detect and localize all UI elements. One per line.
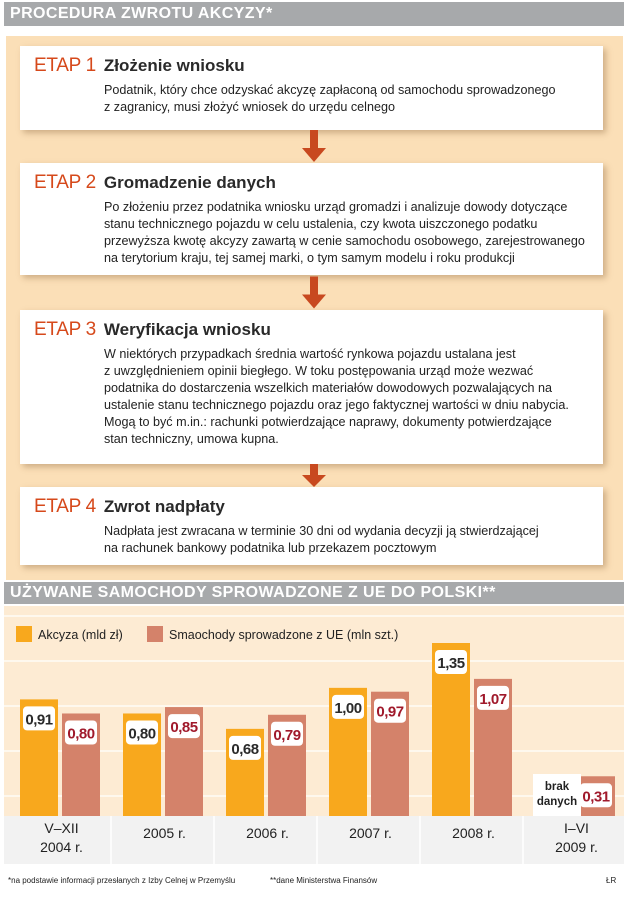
step-4-name: Zwrot nadpłaty [103,497,225,516]
category-label: 2004 r. [40,839,83,855]
annotation-text: danych [537,796,577,808]
credit: ŁR [606,876,617,885]
value-label: 0,68 [231,741,258,758]
value-label: 1,35 [437,655,464,672]
value-label: 0,31 [582,788,609,805]
value-label: 0,79 [273,727,300,744]
legend-swatch [147,626,163,642]
legend-label: Smaochody sprowadzone z UE (mln szt.) [169,628,398,642]
footnote-1: *na podstawie informacji przesłanych z I… [8,876,236,885]
value-label-bg [332,694,364,719]
step-2: ETAP 2 Gromadzenie danych Po złożeniu prz… [20,163,603,275]
value-label: 0,91 [25,711,52,728]
value-label: 0,97 [376,704,403,721]
step-3: ETAP 3 Weryfikacja wniosku W niektórych p… [20,310,603,464]
step-3-label: ETAP 3 [34,319,96,340]
value-label-bg [435,650,467,674]
category-label: V–XII [44,820,78,836]
category-label: 2009 r. [555,839,598,855]
category-label: 2005 r. [143,825,186,841]
step-3-text: W niektórych przypadkach średnia wartość… [104,347,569,446]
category-label: 2008 r. [452,825,495,841]
category-label: 2007 r. [349,825,392,841]
value-label-bg [229,735,261,760]
step-1-name: Złożenie wniosku [103,56,245,75]
step-1-text: Podatnik, który chce odzyskać akcyzę zap… [104,83,556,114]
step-2-name: Gromadzenie danych [103,173,276,192]
value-label-bg [23,706,55,731]
step-4: ETAP 4 Zwrot nadpłaty Nadpłata jest zwrac… [20,487,603,565]
step-2-text: Po złożeniu przez podatnika wniosku urzą… [104,200,585,265]
legend-swatch [16,626,32,642]
value-label: 0,80 [67,725,94,742]
step-2-label: ETAP 2 [34,172,96,193]
step-3-name: Weryfikacja wniosku [103,320,271,339]
value-label-bg [477,685,509,710]
annotation-bg [533,774,581,816]
step-1-label: ETAP 1 [34,55,96,76]
value-label-bg [580,783,612,808]
chart-title: UŻYWANE SAMOCHODY SPROWADZONE Z UE DO PO… [4,582,624,604]
value-label-bg [168,714,200,739]
down-arrow-icon [302,464,326,487]
step-4-text: Nadpłata jest zwracana w terminie 30 dni… [104,524,539,555]
category-label: I–VI [564,820,589,836]
bar-chart: Akcyza (mld zł) Smaochody sprowadzone z U… [4,606,624,864]
procedure-title: PROCEDURA ZWROTU AKCYZY* [4,2,624,26]
value-label: 1,07 [479,691,506,708]
category-label: 2006 r. [246,825,289,841]
value-label-bg [374,698,406,723]
value-label-bg [271,721,303,746]
down-arrow-icon [302,276,326,309]
category-band [4,816,624,864]
plot-background [4,606,624,816]
footnote-2: **dane Ministerstwa Finansów [270,876,378,885]
value-label: 0,80 [128,725,155,742]
step-4-label: ETAP 4 [34,496,96,517]
value-label-bg [126,720,158,745]
step-1: ETAP 1 Złożenie wniosku Podatnik, który c… [20,46,603,130]
down-arrow-icon [302,130,326,162]
legend-label: Akcyza (mld zł) [38,628,123,642]
value-label: 0,85 [170,719,197,736]
value-label-bg [65,720,97,745]
value-label: 1,00 [334,700,361,717]
annotation-text: brak [545,781,570,793]
